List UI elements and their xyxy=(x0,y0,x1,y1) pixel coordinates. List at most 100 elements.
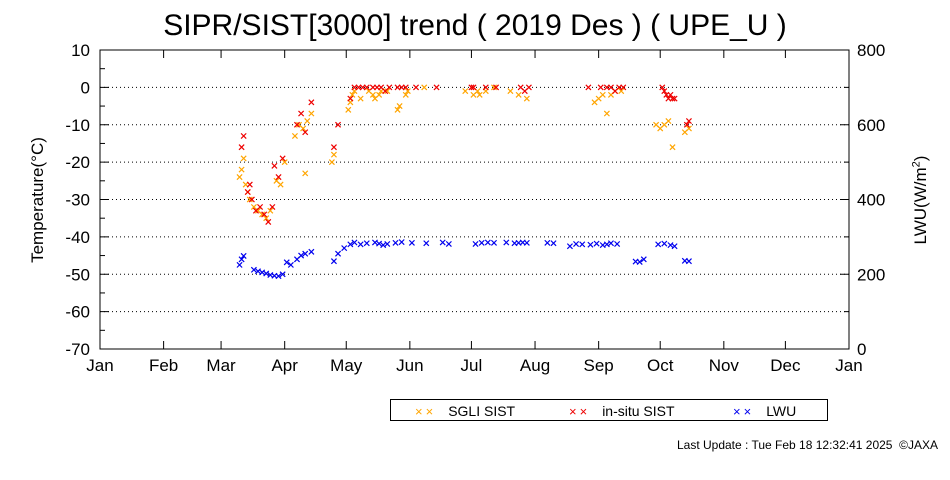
point-lwu xyxy=(283,259,290,266)
point-lwu xyxy=(351,239,358,246)
point-in-situ-sist xyxy=(265,218,272,225)
ticks xyxy=(99,49,850,350)
point-lwu xyxy=(254,268,262,275)
y-right-tick-label: 400 xyxy=(857,191,885,210)
point-in-situ-sist xyxy=(433,84,440,91)
point-sgli-sist xyxy=(599,91,606,98)
y-axis-label-right: LWU(W/m2) xyxy=(910,155,931,245)
legend-item-sgli-sist: ×× SGLI SIST xyxy=(415,402,515,420)
y-left-tick-label: -60 xyxy=(65,303,90,322)
point-lwu xyxy=(279,271,286,278)
point-in-situ-sist xyxy=(402,84,409,91)
point-sgli-sist xyxy=(281,159,288,166)
chart-title: SIPR/SIST[3000] trend ( 2019 Des ) ( UPE… xyxy=(163,9,787,42)
point-in-situ-sist xyxy=(275,174,282,181)
point-sgli-sist xyxy=(490,84,498,91)
point-lwu xyxy=(287,261,294,268)
point-sgli-sist xyxy=(384,88,391,95)
point-in-situ-sist xyxy=(271,162,278,169)
point-in-situ-sist xyxy=(257,203,264,210)
tick-labels: 100-10-20-30-40-50-60-708006004002000Jan… xyxy=(65,41,885,375)
point-lwu xyxy=(240,252,247,259)
point-lwu xyxy=(380,242,387,249)
point-sgli-sist xyxy=(246,196,253,203)
point-sgli-sist xyxy=(396,103,403,110)
point-lwu xyxy=(445,240,452,248)
y-right-tick-label: 800 xyxy=(857,41,885,60)
point-in-situ-sist xyxy=(335,121,342,128)
legend-item-in-situ-sist: ×× in-situ SIST xyxy=(569,402,675,420)
point-lwu xyxy=(308,248,315,255)
point-lwu xyxy=(566,243,573,250)
point-in-situ-sist xyxy=(669,95,676,102)
y-right-tick-label: 600 xyxy=(857,116,885,135)
point-sgli-sist xyxy=(304,117,311,125)
point-lwu xyxy=(298,252,305,259)
point-lwu xyxy=(640,256,647,263)
y-axis-label-right-close: ) xyxy=(911,155,930,162)
x-tick-label: Oct xyxy=(647,356,674,375)
point-in-situ-sist xyxy=(261,211,268,218)
point-lwu xyxy=(593,240,600,247)
legend-label-sgli-sist: SGLI SIST xyxy=(448,403,516,419)
point-sgli-sist xyxy=(421,84,428,91)
point-lwu xyxy=(275,273,282,280)
point-in-situ-sist xyxy=(470,84,477,91)
point-sgli-sist xyxy=(376,91,383,98)
point-lwu xyxy=(357,241,364,248)
point-lwu xyxy=(544,239,551,246)
x-tick-label: Sep xyxy=(584,356,614,375)
point-sgli-sist xyxy=(507,88,514,95)
x-tick-label: Nov xyxy=(709,356,740,375)
point-sgli-sist xyxy=(300,125,307,132)
point-sgli-sist xyxy=(618,88,625,95)
data-points xyxy=(236,84,692,280)
gridlines xyxy=(100,86,849,313)
point-sgli-sist xyxy=(330,151,337,158)
x-tick-label: Jul xyxy=(461,356,483,375)
point-in-situ-sist xyxy=(685,117,692,125)
y-axis-label-right-sup: 2 xyxy=(910,161,923,168)
point-lwu xyxy=(238,256,245,263)
point-in-situ-sist xyxy=(683,121,690,128)
point-lwu xyxy=(523,239,530,246)
point-lwu xyxy=(392,239,399,246)
point-sgli-sist xyxy=(685,125,692,132)
point-lwu xyxy=(439,239,446,246)
point-sgli-sist xyxy=(302,170,309,177)
point-lwu xyxy=(614,240,621,248)
point-in-situ-sist xyxy=(330,144,337,151)
point-lwu xyxy=(667,242,674,249)
legend-marker-sgli-sist-icon: ×× xyxy=(415,404,437,419)
point-lwu xyxy=(335,250,342,257)
point-sgli-sist xyxy=(523,95,530,102)
point-sgli-sist xyxy=(328,159,335,166)
point-lwu xyxy=(579,241,586,248)
point-in-situ-sist xyxy=(279,155,286,162)
point-lwu xyxy=(259,269,266,276)
point-in-situ-sist xyxy=(661,88,668,95)
point-lwu xyxy=(423,240,430,247)
y-left-tick-label: -30 xyxy=(65,191,90,210)
point-sgli-sist xyxy=(665,117,672,125)
legend-label-in-situ-sist: in-situ SIST xyxy=(602,403,675,419)
point-in-situ-sist xyxy=(493,84,500,91)
legend-marker-in-situ-sist-icon: ×× xyxy=(569,404,591,419)
point-lwu xyxy=(371,239,378,246)
point-sgli-sist xyxy=(462,88,469,95)
y-left-tick-label: -40 xyxy=(65,228,90,247)
point-lwu xyxy=(607,240,614,247)
y-axis-label-left: Temperature(°C) xyxy=(28,137,47,263)
x-tick-label: Jun xyxy=(396,356,423,375)
point-sgli-sist xyxy=(603,110,610,117)
point-lwu xyxy=(636,258,643,265)
point-lwu xyxy=(347,241,354,248)
point-in-situ-sist xyxy=(298,110,305,117)
point-lwu xyxy=(550,240,557,247)
point-lwu xyxy=(384,240,391,248)
point-in-situ-sist xyxy=(246,181,253,188)
point-in-situ-sist xyxy=(468,84,475,91)
y-right-tick-label: 200 xyxy=(857,265,885,284)
legend-item-lwu: ×× LWU xyxy=(733,402,796,420)
